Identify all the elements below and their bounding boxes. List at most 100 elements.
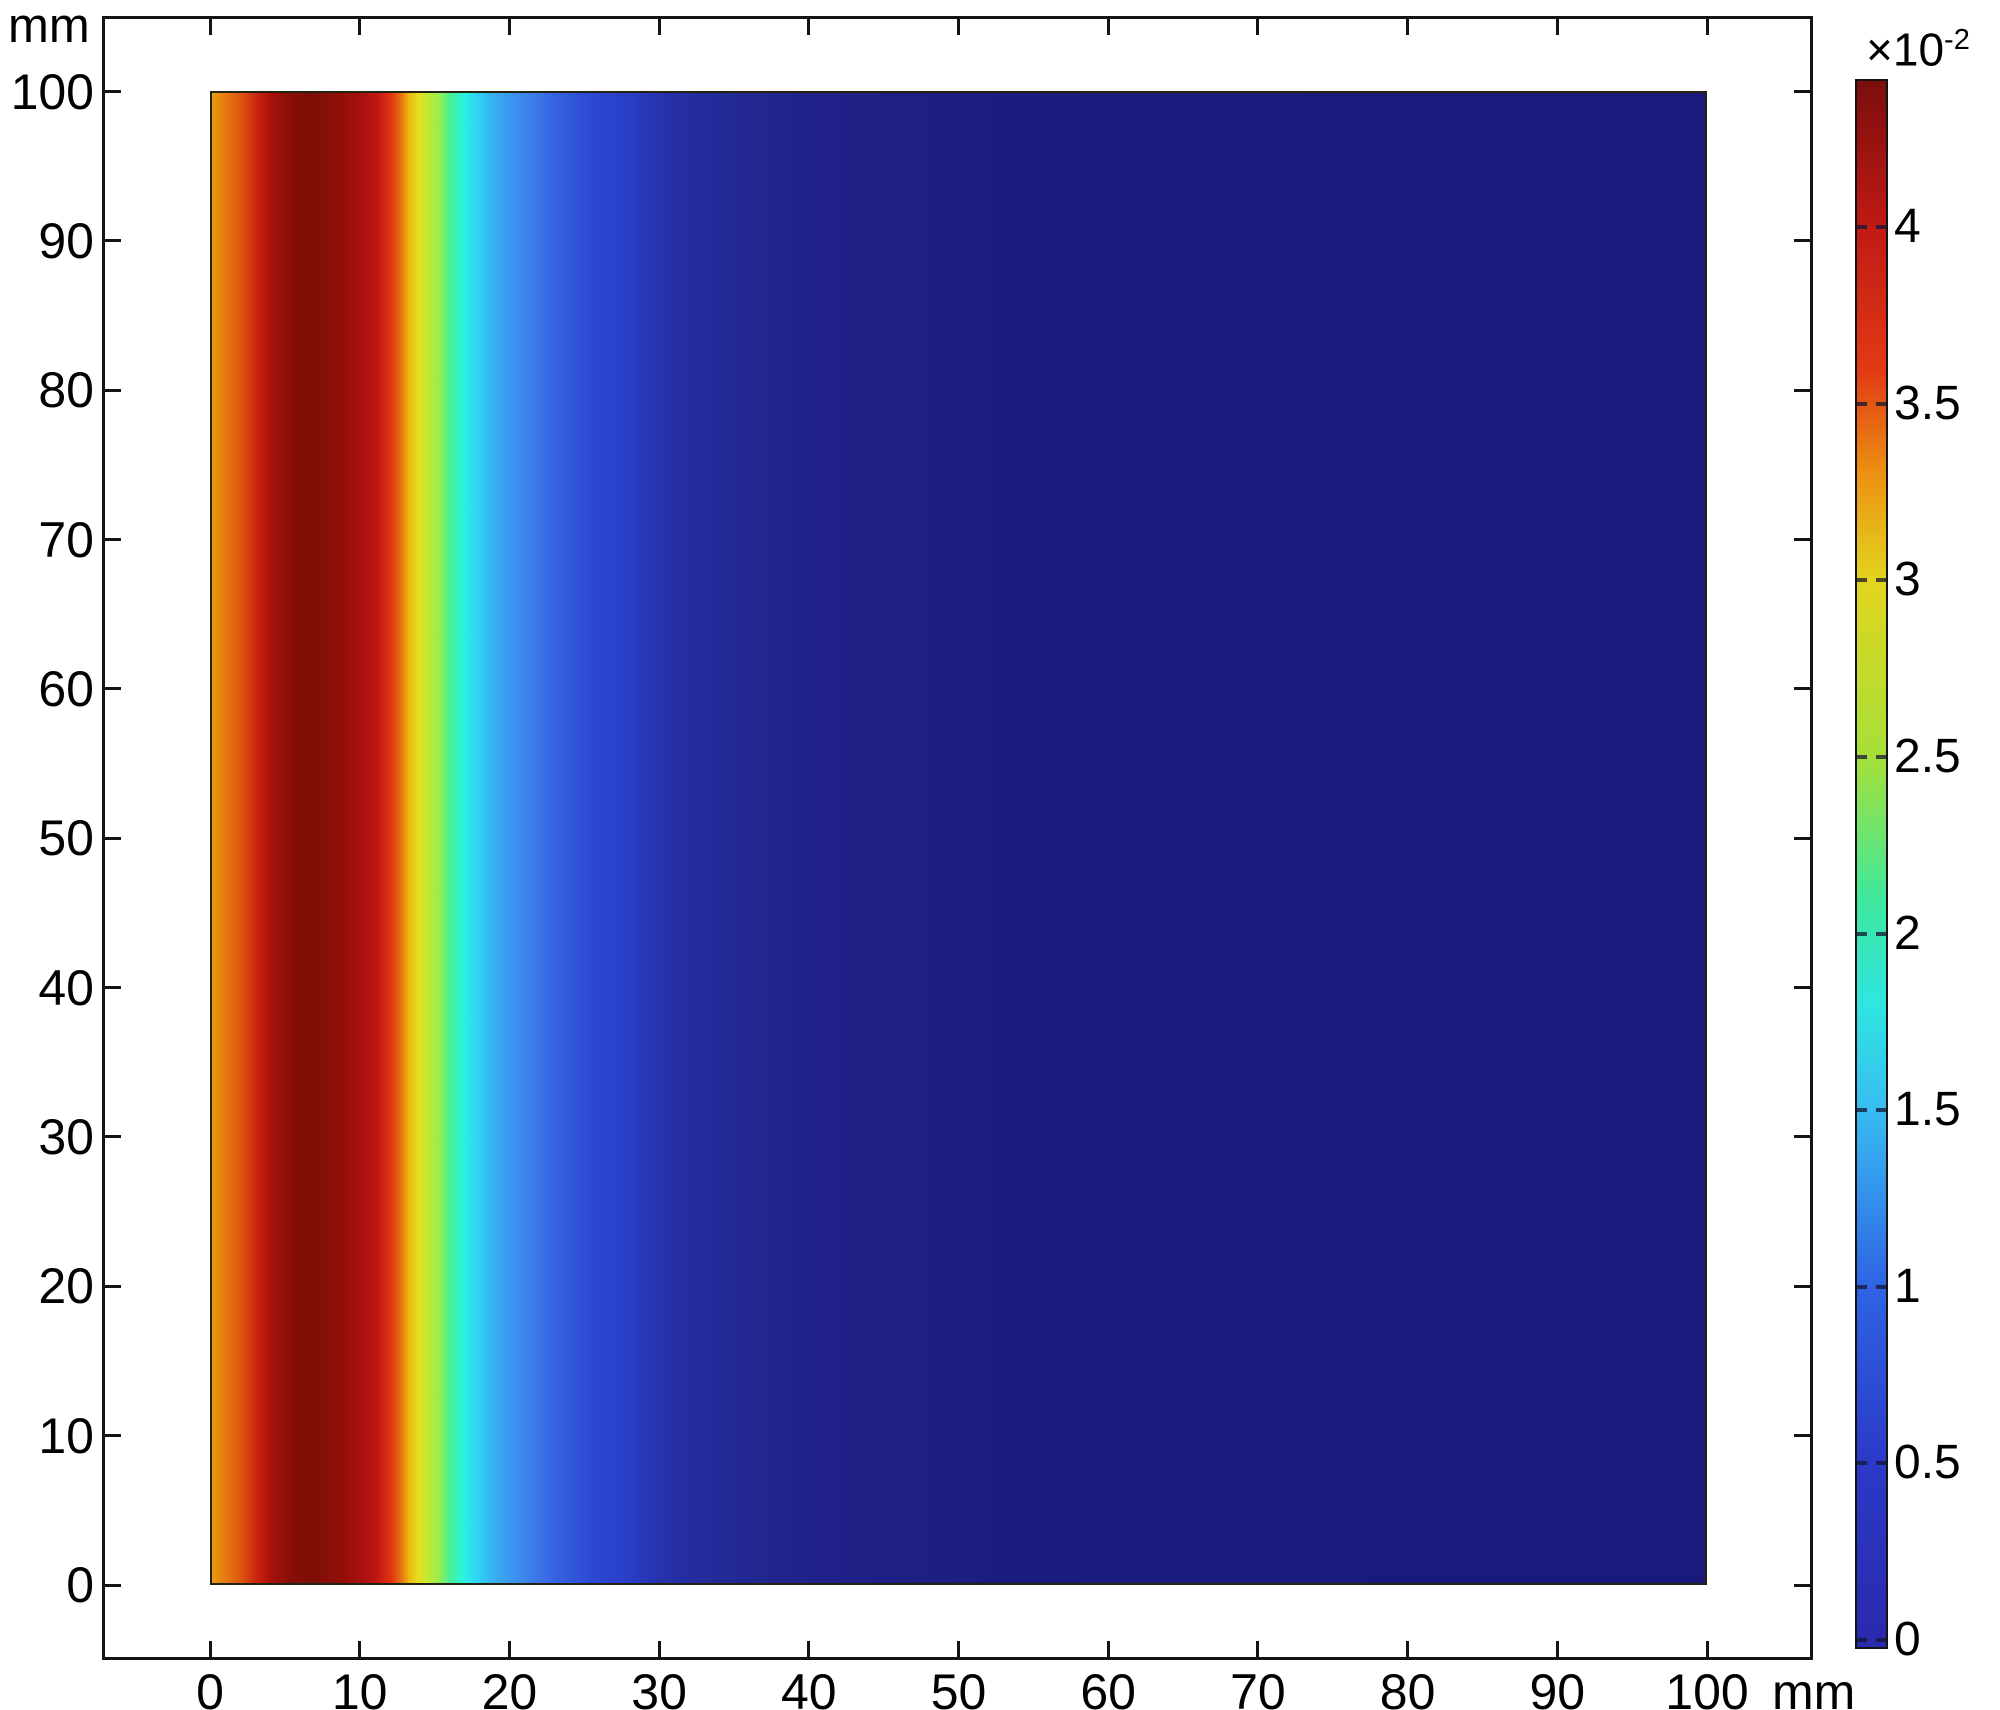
x-tick-mark-bottom (208, 1641, 212, 1657)
y-tick-label: 60 (38, 660, 94, 717)
colorbar-tick-mark-left (1857, 225, 1867, 229)
x-tick-mark-bottom (657, 1641, 661, 1657)
y-tick-mark-left (105, 239, 121, 243)
y-tick-label: 100 (10, 63, 94, 120)
colorbar-tick-label: 0 (1894, 1613, 1921, 1666)
y-tick-label: 80 (38, 362, 94, 419)
y-tick-mark-right (1794, 90, 1810, 93)
colorbar-tick-mark-right (1876, 1284, 1886, 1289)
x-tick-mark-top (507, 19, 511, 35)
x-tick-mark-top (208, 19, 212, 35)
colorbar-tick-mark-left (1857, 1284, 1867, 1289)
y-tick-mark-right (1794, 1284, 1810, 1288)
colorbar-tick-label: 3.5 (1894, 376, 1961, 430)
y-tick-mark-left (105, 836, 121, 840)
y-tick-label: 0 (66, 1557, 94, 1613)
colorbar-multiplier-label: ×10-2 (1866, 14, 1970, 75)
y-tick-mark-left (105, 388, 121, 392)
y-tick-mark-right (1794, 388, 1810, 392)
x-tick-mark-top (358, 19, 362, 35)
x-tick-mark-bottom (1705, 1641, 1709, 1657)
colorbar-multiplier-base: ×10 (1866, 23, 1945, 76)
colorbar-tick-mark-left (1857, 754, 1867, 759)
x-tick-label: 70 (1230, 1664, 1286, 1710)
colorbar-tick-mark-right (1876, 578, 1886, 583)
y-tick-mark-left (105, 687, 121, 691)
y-tick-label: 10 (38, 1407, 94, 1464)
y-tick-label: 40 (38, 959, 94, 1016)
colorbar-tick-mark-left (1857, 1638, 1867, 1642)
y-tick-mark-left (105, 90, 121, 93)
x-tick-mark-top (1106, 19, 1110, 35)
x-tick-mark-top (1555, 19, 1559, 35)
y-tick-mark-left (105, 1284, 121, 1288)
x-tick-mark-bottom (1256, 1641, 1260, 1657)
colorbar-tick-mark-left (1857, 578, 1867, 583)
x-tick-label: 90 (1529, 1664, 1586, 1710)
x-tick-mark-top (1705, 19, 1709, 35)
y-tick-mark-right (1794, 239, 1810, 243)
x-tick-label: 30 (631, 1664, 687, 1710)
x-tick-label: 100 (1665, 1664, 1749, 1710)
heatmap-surface (210, 91, 1707, 1585)
x-tick-label: 0 (196, 1664, 224, 1710)
y-tick-mark-right (1794, 687, 1810, 691)
x-tick-mark-bottom (507, 1641, 511, 1657)
colorbar-tick-mark-left (1857, 1108, 1867, 1113)
x-tick-label: 10 (331, 1664, 388, 1710)
x-axis-unit-label: mm (1772, 1664, 1856, 1710)
x-tick-mark-bottom (807, 1641, 811, 1657)
x-tick-label: 60 (1080, 1664, 1136, 1710)
colorbar-tick-label: 4 (1894, 200, 1921, 253)
x-tick-mark-bottom (1555, 1641, 1559, 1657)
x-tick-mark-bottom (1406, 1641, 1410, 1657)
colorbar-tick-mark-right (1876, 1108, 1886, 1113)
y-axis-unit-label: mm (8, 0, 90, 53)
x-tick-label: 20 (481, 1664, 538, 1710)
y-tick-label: 20 (38, 1258, 94, 1315)
y-tick-mark-right (1794, 986, 1810, 990)
colorbar (1855, 79, 1888, 1649)
y-tick-mark-left (105, 538, 121, 542)
colorbar-tick-mark-right (1876, 1461, 1886, 1466)
y-tick-mark-right (1794, 836, 1810, 840)
y-tick-mark-right (1794, 1583, 1810, 1587)
x-tick-mark-top (1256, 19, 1260, 35)
colorbar-tick-label: 1 (1894, 1259, 1921, 1313)
x-tick-mark-top (957, 19, 960, 35)
colorbar-tick-label: 2.5 (1894, 729, 1961, 783)
x-tick-mark-top (657, 19, 661, 35)
x-tick-mark-bottom (1106, 1641, 1110, 1657)
y-tick-mark-right (1794, 538, 1810, 542)
colorbar-tick-mark-right (1876, 1638, 1886, 1642)
colorbar-tick-mark-left (1857, 401, 1867, 406)
x-tick-label: 50 (930, 1664, 987, 1710)
colorbar-tick-mark-left (1857, 1461, 1867, 1466)
colorbar-tick-mark-right (1876, 401, 1886, 406)
colorbar-tick-mark-right (1876, 931, 1886, 936)
x-tick-mark-bottom (358, 1641, 362, 1657)
colorbar-tick-label: 1.5 (1894, 1083, 1961, 1137)
x-tick-mark-top (1406, 19, 1410, 35)
y-tick-label: 30 (38, 1108, 94, 1165)
y-tick-label: 70 (38, 511, 94, 568)
colorbar-tick-label: 3 (1894, 553, 1921, 607)
y-tick-mark-left (105, 1434, 121, 1438)
x-tick-label: 40 (780, 1664, 837, 1710)
colorbar-tick-mark-right (1876, 225, 1886, 229)
y-tick-label: 90 (38, 212, 94, 269)
colorbar-tick-mark-left (1857, 931, 1867, 936)
y-tick-mark-left (105, 1583, 121, 1587)
colorbar-tick-label: 0.5 (1894, 1436, 1961, 1490)
plot-frame (102, 16, 1813, 1660)
x-tick-label: 80 (1379, 1664, 1436, 1710)
y-tick-mark-right (1794, 1434, 1810, 1438)
colorbar-multiplier-exponent: -2 (1944, 24, 1970, 56)
colorbar-tick-label: 2 (1894, 906, 1921, 960)
y-tick-mark-left (105, 986, 121, 990)
y-tick-mark-left (105, 1135, 121, 1139)
x-tick-mark-bottom (957, 1641, 960, 1657)
colorbar-tick-mark-right (1876, 754, 1886, 759)
y-tick-label: 50 (38, 810, 94, 867)
